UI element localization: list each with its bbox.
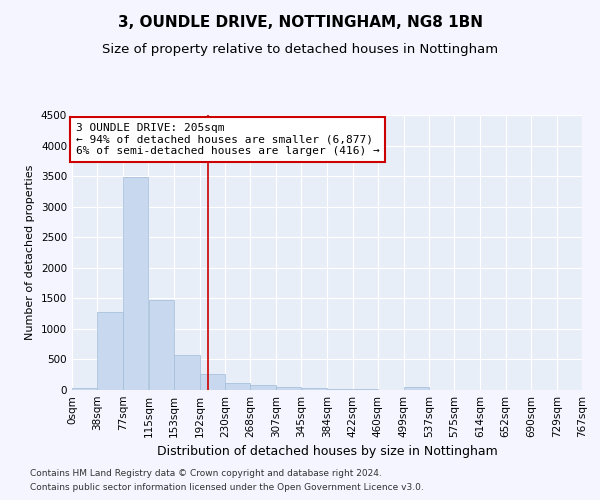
Bar [200,374,225,390]
Bar [149,300,173,390]
Text: 3, OUNDLE DRIVE, NOTTINGHAM, NG8 1BN: 3, OUNDLE DRIVE, NOTTINGHAM, NG8 1BN [118,15,482,30]
Bar [97,312,123,390]
Bar [302,388,327,390]
Bar [250,385,276,390]
X-axis label: Distribution of detached houses by size in Nottingham: Distribution of detached houses by size … [157,446,497,458]
Bar [72,388,97,390]
Text: Size of property relative to detached houses in Nottingham: Size of property relative to detached ho… [102,42,498,56]
Bar [225,382,250,390]
Bar [124,176,148,390]
Text: 3 OUNDLE DRIVE: 205sqm
← 94% of detached houses are smaller (6,877)
6% of semi-d: 3 OUNDLE DRIVE: 205sqm ← 94% of detached… [76,123,380,156]
Text: Contains public sector information licensed under the Open Government Licence v3: Contains public sector information licen… [30,484,424,492]
Y-axis label: Number of detached properties: Number of detached properties [25,165,35,340]
Bar [276,387,301,390]
Bar [404,386,429,390]
Bar [174,355,199,390]
Text: Contains HM Land Registry data © Crown copyright and database right 2024.: Contains HM Land Registry data © Crown c… [30,468,382,477]
